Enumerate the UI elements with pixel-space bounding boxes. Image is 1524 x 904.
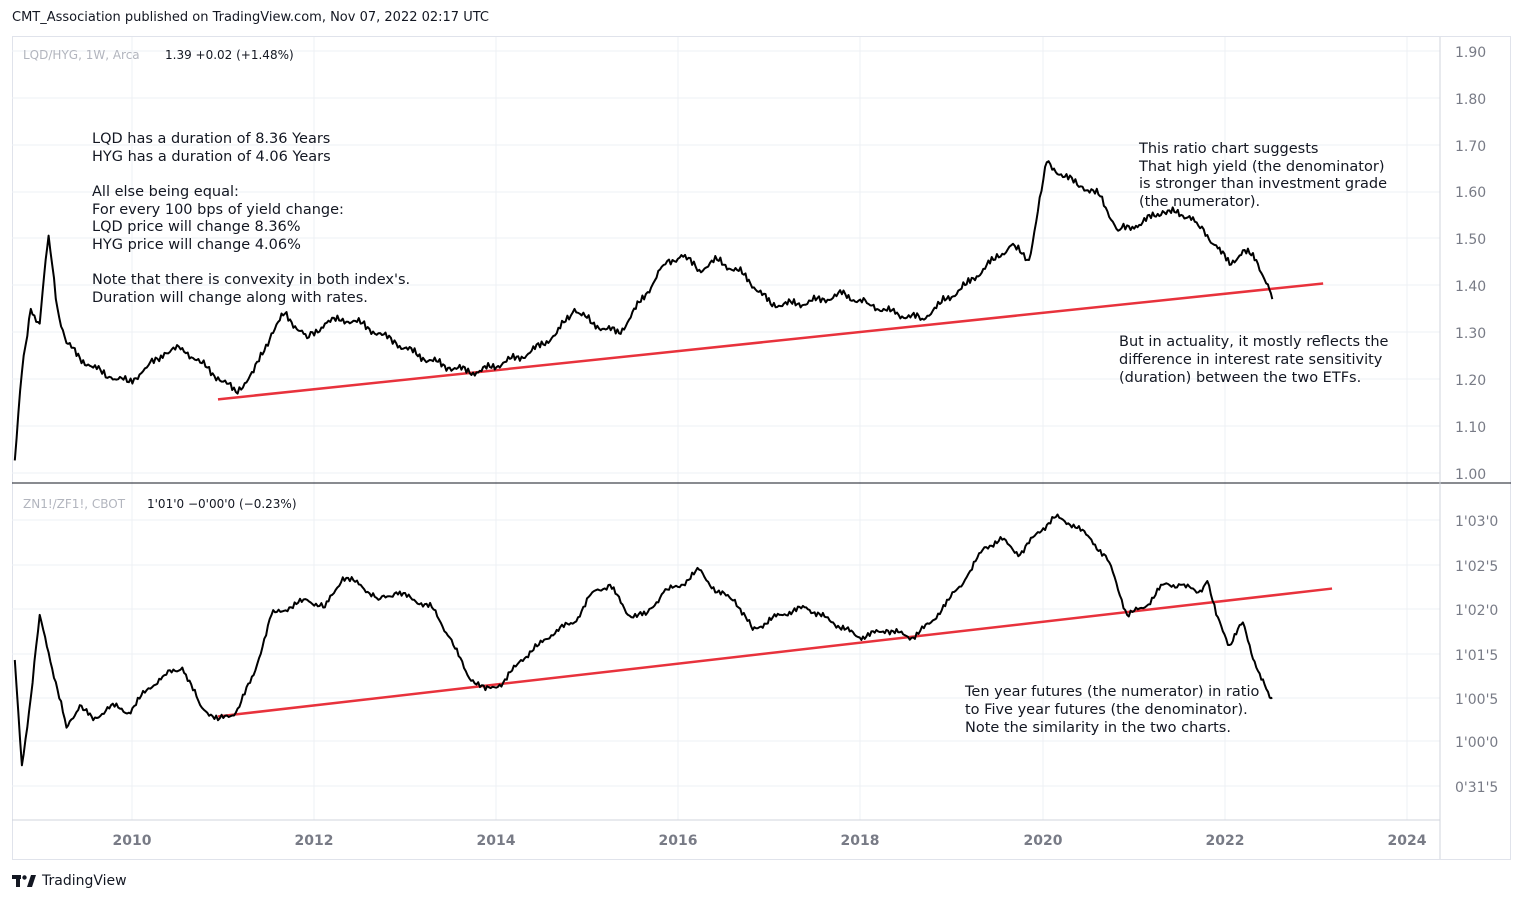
- bottom-y-tick: 1'01'5: [1455, 648, 1498, 664]
- top-y-tick: 1.50: [1455, 232, 1486, 248]
- top-y-tick: 1.00: [1455, 467, 1486, 483]
- bottom-y-tick: 1'02'0: [1455, 603, 1498, 619]
- annotation-durations[interactable]: LQD has a duration of 8.36 Years HYG has…: [92, 131, 410, 306]
- footer-brand[interactable]: TradingView: [12, 873, 127, 889]
- x-tick: 2016: [659, 833, 698, 849]
- bottom-trendline-group: [217, 587, 1333, 718]
- annotation-line: LQD has a duration of 8.36 Years: [92, 131, 330, 147]
- bottom-ratio-series-line[interactable]: [13, 513, 1273, 767]
- annotation-line: Note the similarity in the two charts.: [965, 720, 1231, 736]
- x-tick: 2024: [1388, 833, 1427, 849]
- x-tick: 2018: [841, 833, 880, 849]
- x-tick: 2012: [295, 833, 334, 849]
- top-series-group: [13, 160, 1274, 461]
- annotation-line: Duration will change along with rates.: [92, 290, 368, 306]
- tradingview-logo-icon: [12, 875, 36, 887]
- top-trendline[interactable]: [217, 282, 1324, 401]
- bottom-y-tick: 1'02'5: [1455, 559, 1498, 575]
- publish-header: CMT_Association published on TradingView…: [12, 10, 489, 25]
- bottom-y-tick: 1'00'0: [1455, 735, 1498, 751]
- top-y-tick: 1.70: [1455, 139, 1486, 155]
- annotation-line: (duration) between the two ETFs.: [1119, 370, 1361, 386]
- annotation-line: All else being equal:: [92, 184, 239, 200]
- annotation-line: That high yield (the denominator): [1138, 159, 1384, 175]
- top-trendline-group: [217, 282, 1324, 401]
- top-y-tick: 1.30: [1455, 326, 1486, 342]
- top-y-tick: 1.10: [1455, 420, 1486, 436]
- top-ratio-series-line[interactable]: [13, 160, 1274, 461]
- top-y-tick: 1.20: [1455, 373, 1486, 389]
- bottom-y-tick: 0'31'5: [1455, 780, 1498, 796]
- x-tick: 2014: [477, 833, 516, 849]
- bottom-legend-symbol[interactable]: ZN1!/ZF1!, CBOT: [23, 497, 126, 511]
- chart-frame: [12, 36, 1511, 860]
- grid-lines: [12, 37, 1440, 820]
- annotation-line: For every 100 bps of yield change:: [92, 202, 344, 218]
- annotation-line: HYG has a duration of 4.06 Years: [92, 149, 331, 165]
- bottom-y-tick: 1'00'5: [1455, 692, 1498, 708]
- x-tick: 2010: [113, 833, 152, 849]
- top-y-tick: 1.80: [1455, 92, 1486, 108]
- top-y-tick: 1.40: [1455, 279, 1486, 295]
- annotation-line: Ten year futures (the numerator) in rati…: [964, 684, 1259, 700]
- bottom-series-group: [13, 513, 1273, 767]
- annotation-line: (the numerator).: [1139, 194, 1260, 210]
- x-tick: 2022: [1206, 833, 1245, 849]
- annotation-line: to Five year futures (the denominator).: [965, 702, 1248, 718]
- top-y-tick: 1.90: [1455, 45, 1486, 61]
- annotation-line: LQD price will change 8.36%: [92, 219, 301, 235]
- footer-brand-label: TradingView: [42, 873, 127, 889]
- bottom-trendline[interactable]: [217, 587, 1333, 718]
- bottom-legend-values: 1'01'0 −0'00'0 (−0.23%): [147, 497, 297, 511]
- top-legend-symbol[interactable]: LQD/HYG, 1W, Arca: [23, 48, 140, 62]
- top-y-tick: 1.60: [1455, 185, 1486, 201]
- annotation-line: is stronger than investment grade: [1139, 176, 1387, 192]
- annotation-line: HYG price will change 4.06%: [92, 237, 301, 253]
- annotation-line: But in actuality, it mostly reflects the: [1119, 334, 1389, 350]
- top-legend-values: 1.39 +0.02 (+1.48%): [165, 48, 294, 62]
- annotation-line: difference in interest rate sensitivity: [1119, 352, 1383, 368]
- x-tick: 2020: [1024, 833, 1063, 849]
- annotation-actuality[interactable]: But in actuality, it mostly reflects the…: [1119, 334, 1389, 386]
- annotation-line: Note that there is convexity in both ind…: [92, 272, 410, 288]
- annotation-ratio-suggests[interactable]: This ratio chart suggests That high yiel…: [1138, 141, 1387, 210]
- annotation-futures[interactable]: Ten year futures (the numerator) in rati…: [964, 684, 1259, 736]
- bottom-y-tick: 1'03'0: [1455, 514, 1498, 530]
- annotation-line: This ratio chart suggests: [1138, 141, 1318, 157]
